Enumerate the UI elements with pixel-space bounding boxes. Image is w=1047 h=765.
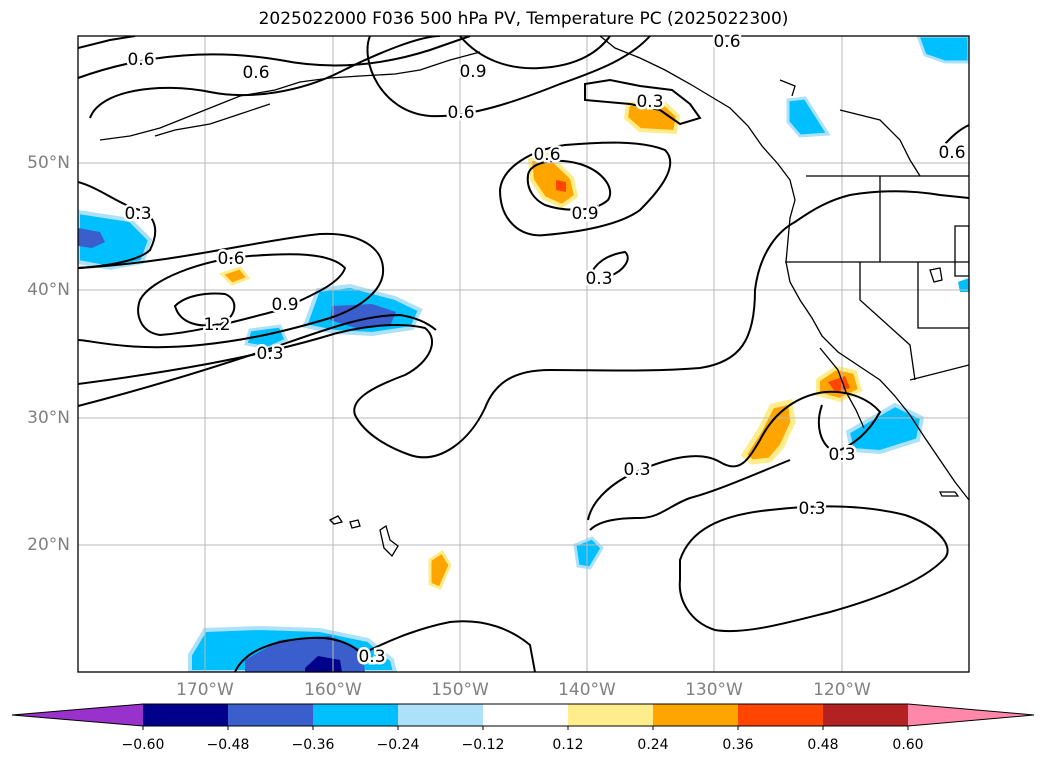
cold-anomaly-northeast-corner [916, 36, 969, 64]
lon-label-130w: 130°W [685, 680, 743, 700]
colorbar-tick-label: 0.24 [637, 737, 669, 753]
map-title: 2025022000 F036 500 hPa PV, Temperature … [258, 9, 789, 29]
contour-label: 0.6 [127, 50, 154, 70]
lat-label-20n: 20°N [27, 535, 70, 555]
colorbar-segment [483, 704, 568, 726]
colorbar-tick-label: −0.24 [376, 737, 420, 753]
colorbar-segment [738, 704, 823, 726]
colorbar-segment [568, 704, 653, 726]
contour-label: 0.3 [636, 92, 663, 112]
colorbar-tick-label: −0.60 [121, 737, 165, 753]
cold-core-central-pacific [330, 304, 396, 328]
contour-labels: 0.6 0.6 0.9 0.6 0.6 0.3 0.6 0.9 0.3 0.6 … [122, 30, 968, 670]
warm-anomaly-small [219, 266, 251, 286]
colorbar-extend-low [12, 704, 143, 726]
warm-core-north [556, 180, 566, 192]
contour-label: 0.6 [713, 32, 740, 52]
contour-label: 0.3 [124, 204, 151, 224]
colorbar-segment [143, 704, 228, 726]
contour-label: 0.6 [447, 103, 474, 123]
colorbar-segment [228, 704, 313, 726]
colorbar-segment [398, 704, 483, 726]
map-plot-area [78, 36, 969, 672]
colorbar-extend-high [908, 704, 1034, 726]
colorbar-tick-label: 0.60 [892, 737, 924, 753]
pv-contours [78, 36, 969, 672]
lat-label-50n: 50°N [27, 153, 70, 173]
contour-label: 0.6 [242, 63, 269, 83]
gridlines [78, 36, 969, 672]
warm-anomaly-gulf-of-alaska [623, 102, 681, 135]
contour-label: 0.6 [938, 143, 965, 163]
lon-label-140w: 140°W [558, 680, 616, 700]
colorbar-segment [313, 704, 398, 726]
contour-label: 0.6 [217, 249, 244, 269]
colorbar-tick-label: 0.12 [552, 737, 584, 753]
islands [328, 267, 960, 558]
colorbar-tick-label: −0.36 [291, 737, 335, 753]
contour-label: 0.3 [623, 460, 650, 480]
map-frame [77, 35, 970, 673]
colorbar-tick-label: 0.36 [722, 737, 754, 753]
colorbar-tick-label: −0.48 [206, 737, 250, 753]
contour-label: 0.9 [571, 204, 598, 224]
contour-label: 0.6 [533, 145, 560, 165]
cold-core-west-edge [78, 228, 105, 248]
cold-anomaly-southern-california [845, 402, 925, 455]
colorbar-tick-label: 0.48 [807, 737, 839, 753]
contour-label: 0.3 [585, 269, 612, 289]
colorbar-segment [823, 704, 908, 726]
cold-anomaly-british-columbia [786, 96, 831, 138]
lat-label-40n: 40°N [27, 280, 70, 300]
contour-label: 0.9 [459, 62, 486, 82]
contour-label: 0.3 [798, 499, 825, 519]
cold-anomaly-small-3 [958, 278, 969, 292]
contour-label: 0.9 [271, 295, 298, 315]
colorbar-tick-label: −0.12 [461, 737, 505, 753]
lon-label-170w: 170°W [176, 680, 234, 700]
coastlines [99, 36, 969, 501]
lon-label-150w: 150°W [431, 680, 489, 700]
colorbar-segment [653, 704, 738, 726]
warm-anomaly-hawaii [428, 549, 452, 590]
lat-label-30n: 30°N [27, 408, 70, 428]
contour-label: 1.2 [203, 315, 230, 335]
warm-anomaly-north [527, 152, 579, 209]
contour-label: 0.3 [256, 344, 283, 364]
lon-label-120w: 120°W [813, 680, 871, 700]
colorbar [11, 703, 1035, 730]
lon-label-160w: 160°W [304, 680, 362, 700]
contour-label: 0.3 [828, 445, 855, 465]
contour-label: 0.3 [358, 647, 385, 667]
